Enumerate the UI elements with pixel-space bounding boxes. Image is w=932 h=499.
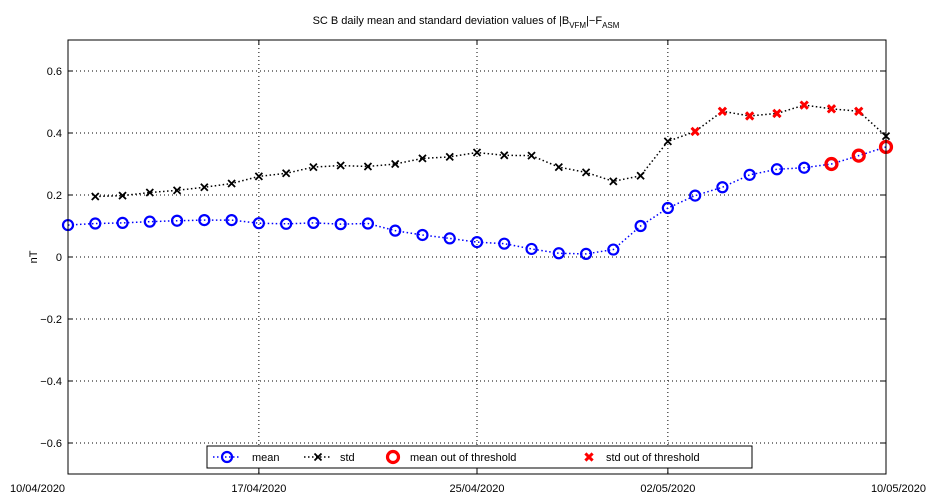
legend-entry-1: std [304,452,355,464]
data-point [198,214,211,227]
legend-label: mean out of threshold [410,452,516,464]
legend-label: std out of threshold [606,452,700,464]
data-point [689,189,702,202]
data-point [416,228,429,242]
data-point [89,217,102,230]
data-point [418,154,427,163]
y-tick-label: 0.6 [47,66,62,78]
data-point [716,181,729,194]
title-part-mid: |−F [586,15,602,27]
data-point [636,171,645,180]
data-point [225,214,238,227]
legend-box [206,445,753,469]
axis-layer: −0.6 −0.4 −0.2 0 0.2 0.4 0.6 10/04/2020 17/04/20… [10,40,926,495]
data-point [552,247,565,260]
data-point [581,168,591,177]
data-point [200,183,209,192]
data-point [309,162,318,172]
series-line-0 [67,146,887,255]
data-point [91,192,100,201]
y-tick-label: −0.6 [40,438,62,450]
data-point [116,216,129,229]
data-point [361,217,375,230]
series-1 [91,100,891,201]
data-point [254,172,264,181]
title-part-sub-asm: ASM [602,21,620,30]
series-layer [61,100,894,260]
data-point [280,217,293,230]
data-point [826,104,837,114]
data-point [118,191,127,200]
data-point [443,232,456,245]
y-tick-label: 0.2 [47,190,62,202]
x-tick-label: 17/04/2020 [231,483,286,495]
data-point [824,156,839,172]
data-point [470,236,484,249]
series-line-1 [95,104,887,198]
data-point [634,219,647,233]
data-point [227,179,236,188]
data-point [391,159,400,169]
data-point [663,137,673,146]
title-part-sub-vfm: VFM [569,21,586,30]
data-point [770,163,784,176]
legend-marker [313,452,323,462]
grid-layer [67,40,887,474]
x-tick-label: 10/04/2020 [10,483,65,495]
data-point [579,247,593,260]
data-point [609,177,618,186]
data-point [854,106,864,116]
legend-label: std [340,452,355,464]
y-tick-label: 0 [56,252,62,264]
chart-title: SC B daily mean and standard deviation v… [313,15,620,30]
y-axis-label: nT [28,250,40,263]
data-point [525,242,538,256]
x-tick-label: 02/05/2020 [640,483,695,495]
data-point [798,161,811,174]
data-point [363,162,373,171]
data-point [170,214,184,227]
series-3 [690,100,864,137]
data-point [252,217,265,230]
data-point [445,152,454,162]
legend-entry-2: mean out of threshold [385,449,516,465]
title-part-main: SC B daily mean and standard deviation v… [313,15,570,27]
y-tick-label: −0.2 [40,314,62,326]
data-point [554,162,563,172]
data-point [145,188,154,197]
legend-entry-3: std out of threshold [584,452,700,464]
data-point [281,169,291,178]
data-point [607,243,620,256]
x-tick-label: 10/05/2020 [871,483,926,495]
data-point [500,151,509,160]
data-point [334,218,347,231]
data-point [472,148,482,157]
legend-marker [584,452,594,462]
data-point [745,111,755,121]
data-point [690,126,700,137]
data-point [717,106,728,116]
data-point [743,168,756,181]
data-point [336,161,345,170]
data-point [799,100,809,110]
legend-label: mean [252,452,280,464]
data-point [143,215,156,228]
x-tick-label: 25/04/2020 [449,483,504,495]
data-point [527,151,536,160]
data-point [851,148,866,163]
legend-marker [220,450,234,464]
data-point [661,201,674,215]
data-point [498,237,511,250]
data-point [389,224,402,237]
data-point [772,108,782,119]
y-tick-label: 0.4 [47,128,62,140]
legend: mean std mean out of threshold std out of t… [206,445,753,469]
legend-marker [385,449,401,465]
y-tick-label: −0.4 [40,376,62,388]
data-point [172,186,182,195]
data-point [307,216,320,229]
legend-entry-0: mean [213,450,280,464]
